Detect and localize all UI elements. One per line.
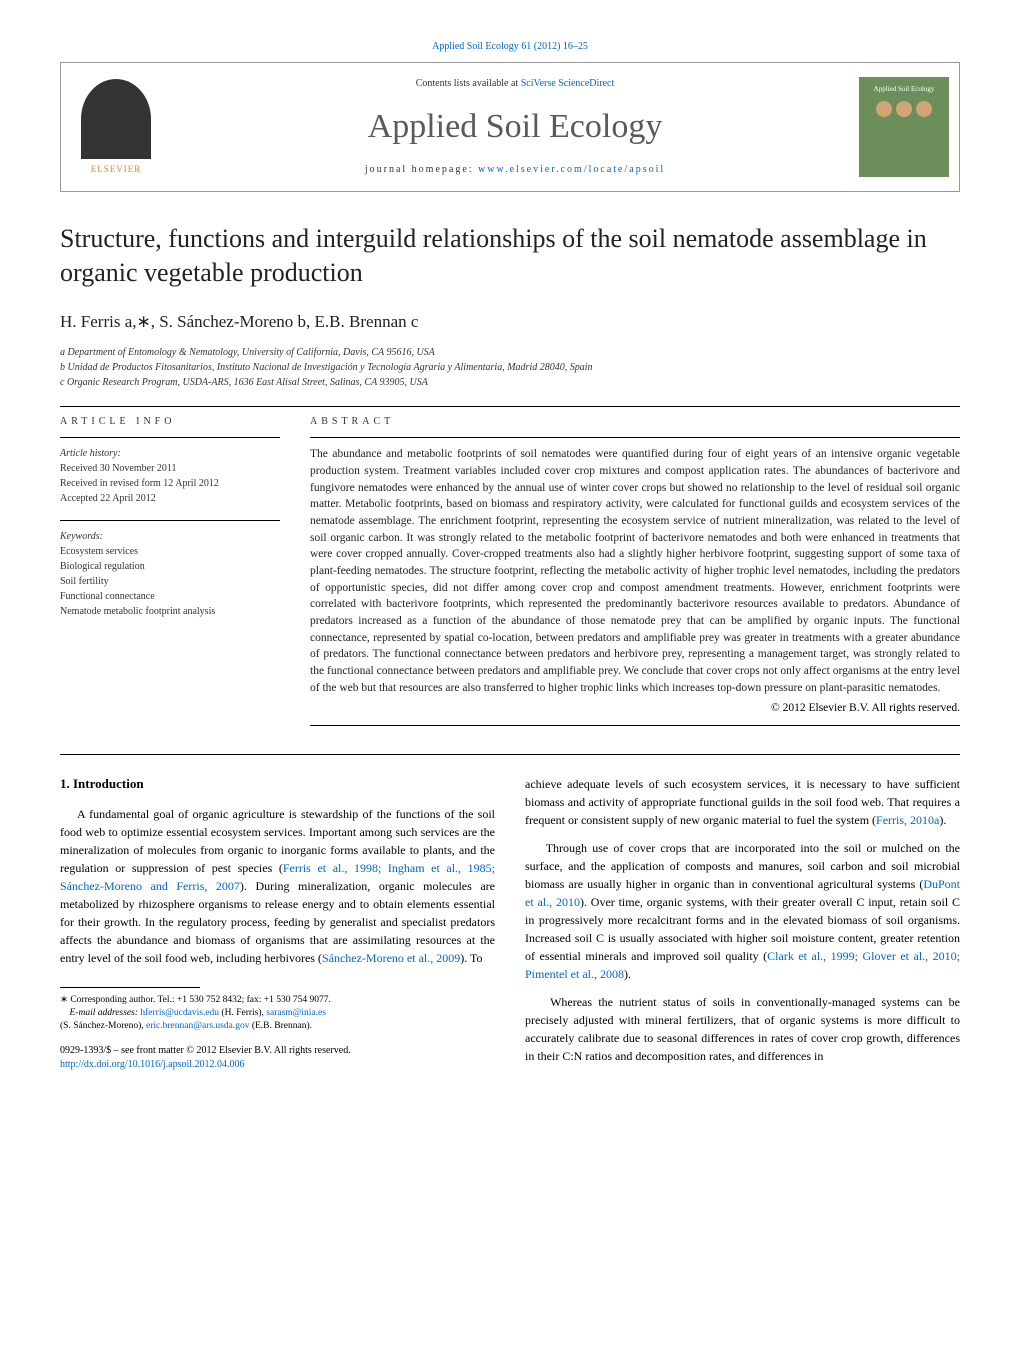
keywords-list: Ecosystem services Biological regulation… xyxy=(60,544,280,619)
article-info-col: ARTICLE INFO Article history: Received 3… xyxy=(60,415,280,733)
affiliations: a Department of Entomology & Nematology,… xyxy=(60,345,960,390)
cover-icons xyxy=(876,101,932,117)
footnotes: ∗ Corresponding author. Tel.: +1 530 752… xyxy=(60,994,495,1034)
authors: H. Ferris a,∗, S. Sánchez-Moreno b, E.B.… xyxy=(60,310,960,334)
info-abstract-row: ARTICLE INFO Article history: Received 3… xyxy=(60,415,960,733)
body-paragraph: A fundamental goal of organic agricultur… xyxy=(60,805,495,967)
abstract-text: The abundance and metabolic footprints o… xyxy=(310,446,960,696)
doi-block: 0929-1393/$ – see front matter © 2012 El… xyxy=(60,1044,495,1072)
email-name: (H. Ferris), xyxy=(219,1008,266,1018)
leaf-icon xyxy=(876,101,892,117)
keyword: Biological regulation xyxy=(60,559,280,574)
corresponding-author: ∗ Corresponding author. Tel.: +1 530 752… xyxy=(60,994,495,1007)
body-paragraph: Through use of cover crops that are inco… xyxy=(525,839,960,983)
email-name: (E.B. Brennan). xyxy=(249,1021,312,1031)
body-columns: 1. Introduction A fundamental goal of or… xyxy=(60,775,960,1075)
journal-name: Applied Soil Ecology xyxy=(181,103,849,151)
keywords-label: Keywords: xyxy=(60,529,280,544)
homepage-link[interactable]: www.elsevier.com/locate/apsoil xyxy=(478,164,665,175)
leaf-icon xyxy=(896,101,912,117)
sciverse-link[interactable]: SciVerse ScienceDirect xyxy=(521,78,615,89)
email-line: E-mail addresses: hferris@ucdavis.edu (H… xyxy=(60,1007,495,1020)
article-history: Article history: Received 30 November 20… xyxy=(60,446,280,506)
keywords-block: Keywords: Ecosystem services Biological … xyxy=(60,529,280,619)
front-matter: 0929-1393/$ – see front matter © 2012 El… xyxy=(60,1044,495,1058)
email-name: (S. Sánchez-Moreno), xyxy=(60,1021,146,1031)
leaf-icon xyxy=(916,101,932,117)
email-link[interactable]: sarasm@inia.es xyxy=(266,1008,326,1018)
email-link[interactable]: eric.brennan@ars.usda.gov xyxy=(146,1021,249,1031)
citation-link[interactable]: Ferris, 2010a xyxy=(876,813,939,827)
affiliation-a: a Department of Entomology & Nematology,… xyxy=(60,345,960,360)
elsevier-label: ELSEVIER xyxy=(91,163,142,176)
article-title: Structure, functions and interguild rela… xyxy=(60,222,960,290)
body-text-span: ). xyxy=(624,967,631,981)
homepage-line: journal homepage: www.elsevier.com/locat… xyxy=(181,163,849,177)
body-paragraph: Whereas the nutrient status of soils in … xyxy=(525,993,960,1065)
journal-cover: Applied Soil Ecology xyxy=(859,77,949,177)
footnote-divider xyxy=(60,987,200,988)
history-label: Article history: xyxy=(60,446,280,461)
divider xyxy=(60,406,960,407)
divider xyxy=(310,437,960,438)
accepted-date: Accepted 22 April 2012 xyxy=(60,491,280,506)
abstract-col: ABSTRACT The abundance and metabolic foo… xyxy=(310,415,960,733)
abstract-heading: ABSTRACT xyxy=(310,415,960,429)
revised-date: Received in revised form 12 April 2012 xyxy=(60,476,280,491)
affiliation-b: b Unidad de Productos Fitosanitarios, In… xyxy=(60,360,960,375)
homepage-prefix: journal homepage: xyxy=(365,164,478,175)
body-text-span: Through use of cover crops that are inco… xyxy=(525,841,960,891)
affiliation-c: c Organic Research Program, USDA-ARS, 16… xyxy=(60,375,960,390)
received-date: Received 30 November 2011 xyxy=(60,461,280,476)
elsevier-logo: ELSEVIER xyxy=(61,63,171,191)
cover-title: Applied Soil Ecology xyxy=(874,85,935,93)
citation-link[interactable]: Sánchez-Moreno et al., 2009 xyxy=(322,951,460,965)
keyword: Nematode metabolic footprint analysis xyxy=(60,604,280,619)
keyword: Ecosystem services xyxy=(60,544,280,559)
divider xyxy=(310,725,960,726)
running-header: Applied Soil Ecology 61 (2012) 16–25 xyxy=(60,40,960,54)
email-link[interactable]: hferris@ucdavis.edu xyxy=(140,1008,219,1018)
right-column: achieve adequate levels of such ecosyste… xyxy=(525,775,960,1075)
journal-header: ELSEVIER Contents lists available at Sci… xyxy=(60,62,960,192)
header-center: Contents lists available at SciVerse Sci… xyxy=(171,67,859,187)
divider xyxy=(60,754,960,755)
body-paragraph: achieve adequate levels of such ecosyste… xyxy=(525,775,960,829)
keyword: Soil fertility xyxy=(60,574,280,589)
elsevier-tree-icon xyxy=(81,79,151,159)
contents-line: Contents lists available at SciVerse Sci… xyxy=(181,77,849,91)
email-label: E-mail addresses: xyxy=(70,1008,141,1018)
body-text-span: ). To xyxy=(460,951,482,965)
body-text-span: Whereas the nutrient status of soils in … xyxy=(525,995,960,1063)
doi-link[interactable]: http://dx.doi.org/10.1016/j.apsoil.2012.… xyxy=(60,1059,245,1070)
left-column: 1. Introduction A fundamental goal of or… xyxy=(60,775,495,1075)
email-line: (S. Sánchez-Moreno), eric.brennan@ars.us… xyxy=(60,1020,495,1033)
copyright: © 2012 Elsevier B.V. All rights reserved… xyxy=(310,700,960,716)
contents-prefix: Contents lists available at xyxy=(416,78,521,89)
intro-heading: 1. Introduction xyxy=(60,775,495,793)
article-info-heading: ARTICLE INFO xyxy=(60,415,280,429)
divider xyxy=(60,520,280,521)
divider xyxy=(60,437,280,438)
body-text-span: ). xyxy=(939,813,946,827)
keyword: Functional connectance xyxy=(60,589,280,604)
